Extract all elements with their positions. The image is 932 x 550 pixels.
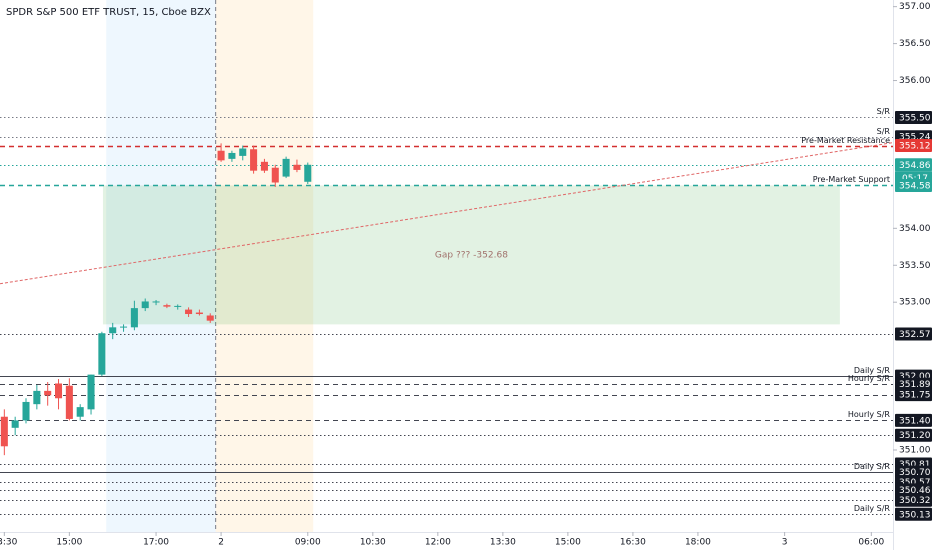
price-tag — [895, 483, 932, 497]
x-tick-label: 06:00 — [858, 538, 884, 548]
x-tick-label: 09:00 — [295, 538, 321, 548]
y-tick-label: 354.00 — [899, 224, 931, 234]
price-tag-label: 350.70 — [899, 468, 931, 478]
price-tag-label: 351.75 — [899, 391, 931, 401]
price-tag-label: 352.00 — [899, 372, 931, 382]
candle-body — [239, 148, 247, 156]
candle-body — [260, 161, 268, 171]
candle-body — [44, 390, 52, 396]
candle-body — [76, 407, 84, 417]
price-tag-label: 354.58 — [899, 181, 931, 191]
level-name: Daily S/R — [854, 366, 891, 375]
gap-zone — [102, 185, 840, 325]
price-tag-label: 350.13 — [899, 510, 931, 520]
level-name: Hourly S/R — [848, 410, 891, 419]
candle-body — [250, 149, 258, 171]
price-tag-label: 352.57 — [899, 330, 931, 340]
x-tick-label: 16:30 — [620, 538, 646, 548]
price-tag-label: 350.46 — [899, 486, 931, 496]
candle-body — [271, 167, 279, 183]
candle-body — [33, 390, 41, 405]
x-tick-label: 18:00 — [685, 538, 711, 548]
level-name: Pre-Market Resistance — [801, 136, 890, 145]
price-tag-label: 350.81 — [899, 460, 931, 470]
session-background — [106, 0, 216, 532]
candle-body — [163, 305, 171, 307]
price-tag — [895, 413, 932, 427]
candle-body — [228, 152, 236, 159]
price-tag-label: 355.24 — [899, 133, 931, 143]
candle-body — [109, 327, 117, 334]
price-tag-label: 351.40 — [899, 416, 931, 426]
candle-body — [293, 164, 301, 170]
price-tag — [895, 139, 932, 153]
price-tag-label: 355.50 — [899, 113, 931, 123]
level-name: Daily S/R — [854, 504, 891, 513]
price-tag — [895, 388, 932, 402]
chart-title: SPDR S&P 500 ETF TRUST, 15, Cboe BZX — [6, 7, 211, 18]
level-name: S/R — [877, 127, 891, 136]
level-name: Hourly S/R — [848, 374, 891, 383]
price-tag-label: 351.20 — [899, 431, 931, 441]
level-name: Pre-Market Support — [813, 175, 890, 184]
candle-body — [217, 150, 225, 161]
y-tick-label: 356.00 — [899, 76, 931, 86]
x-tick-label: 13:30 — [490, 538, 516, 548]
y-tick-label: 351.00 — [899, 445, 931, 455]
candle-body — [22, 401, 30, 421]
price-tag — [895, 377, 932, 391]
price-tag — [895, 158, 932, 172]
x-tick-label: 17:00 — [143, 538, 169, 548]
countdown-label: 05:17 — [902, 174, 928, 184]
x-tick-label: 2 — [218, 538, 224, 548]
candle-body — [195, 312, 203, 315]
price-tag-label: 354.86 — [899, 161, 931, 171]
price-tag — [895, 493, 932, 507]
candle-body — [54, 383, 63, 399]
price-tag-label: 350.57 — [899, 478, 931, 488]
price-tag — [895, 507, 932, 521]
candle-body — [152, 301, 160, 303]
candle-body — [65, 385, 73, 419]
candle-body — [120, 326, 128, 328]
candle-body — [141, 301, 149, 309]
session-background — [215, 0, 314, 532]
y-tick-label: 353.00 — [899, 298, 931, 308]
price-tag — [895, 178, 932, 192]
trend-line — [0, 142, 894, 285]
price-tag-label: 350.32 — [899, 496, 931, 506]
price-tag — [895, 327, 932, 341]
level-name: Daily S/R — [854, 462, 891, 471]
candle-body — [185, 309, 193, 315]
x-tick-label: 15:00 — [555, 538, 581, 548]
price-tag — [895, 428, 932, 442]
price-tag-label: 355.12 — [899, 142, 931, 152]
price-tag-label: 351.89 — [899, 380, 931, 390]
x-tick-label: 3 — [782, 538, 788, 548]
candle-body — [130, 308, 138, 328]
y-tick-label: 356.50 — [899, 39, 931, 49]
x-tick-label: 12:00 — [425, 538, 451, 548]
candle-body — [0, 416, 8, 447]
candle-body — [206, 315, 214, 321]
gap-label: Gap ??? -352.68 — [435, 250, 508, 260]
candle-body — [282, 158, 290, 177]
candle-body — [304, 164, 312, 182]
y-tick-label: 357.00 — [899, 2, 931, 12]
candle-body — [98, 333, 106, 375]
candle-body — [87, 374, 95, 410]
level-name: S/R — [877, 107, 891, 116]
y-tick-label: 353.50 — [899, 261, 931, 271]
candle-body — [11, 420, 19, 428]
candle-body — [174, 305, 182, 307]
x-tick-label: 15:00 — [56, 538, 82, 548]
price-tag — [895, 110, 932, 124]
x-tick-label: 10:30 — [360, 538, 386, 548]
x-tick-label: 13:30 — [0, 538, 18, 548]
